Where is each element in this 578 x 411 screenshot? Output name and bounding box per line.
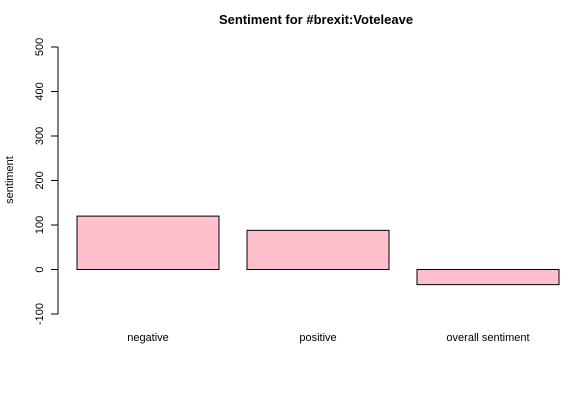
y-tick-label: -100: [34, 303, 46, 325]
y-tick-label: 100: [34, 216, 46, 234]
y-tick-label: 300: [34, 127, 46, 145]
y-tick-label: 0: [34, 266, 46, 272]
bar-negative: [76, 215, 220, 271]
category-label: overall sentiment: [446, 332, 529, 344]
category-labels: negative positive overall sentiment: [127, 332, 529, 344]
category-label: positive: [299, 332, 336, 344]
y-axis: -100 0 100 200 300 400 500: [34, 38, 59, 325]
y-axis-label: sentiment: [4, 156, 16, 204]
category-label: negative: [127, 332, 169, 344]
bar-positive: [246, 229, 390, 270]
bars: [76, 215, 560, 286]
y-tick-label: 500: [34, 38, 46, 56]
y-tick-label: 400: [34, 82, 46, 100]
y-tick-label: 200: [34, 171, 46, 189]
chart-title: Sentiment for #brexit:Voteleave: [219, 12, 413, 27]
bar-overall-sentiment: [416, 269, 560, 286]
